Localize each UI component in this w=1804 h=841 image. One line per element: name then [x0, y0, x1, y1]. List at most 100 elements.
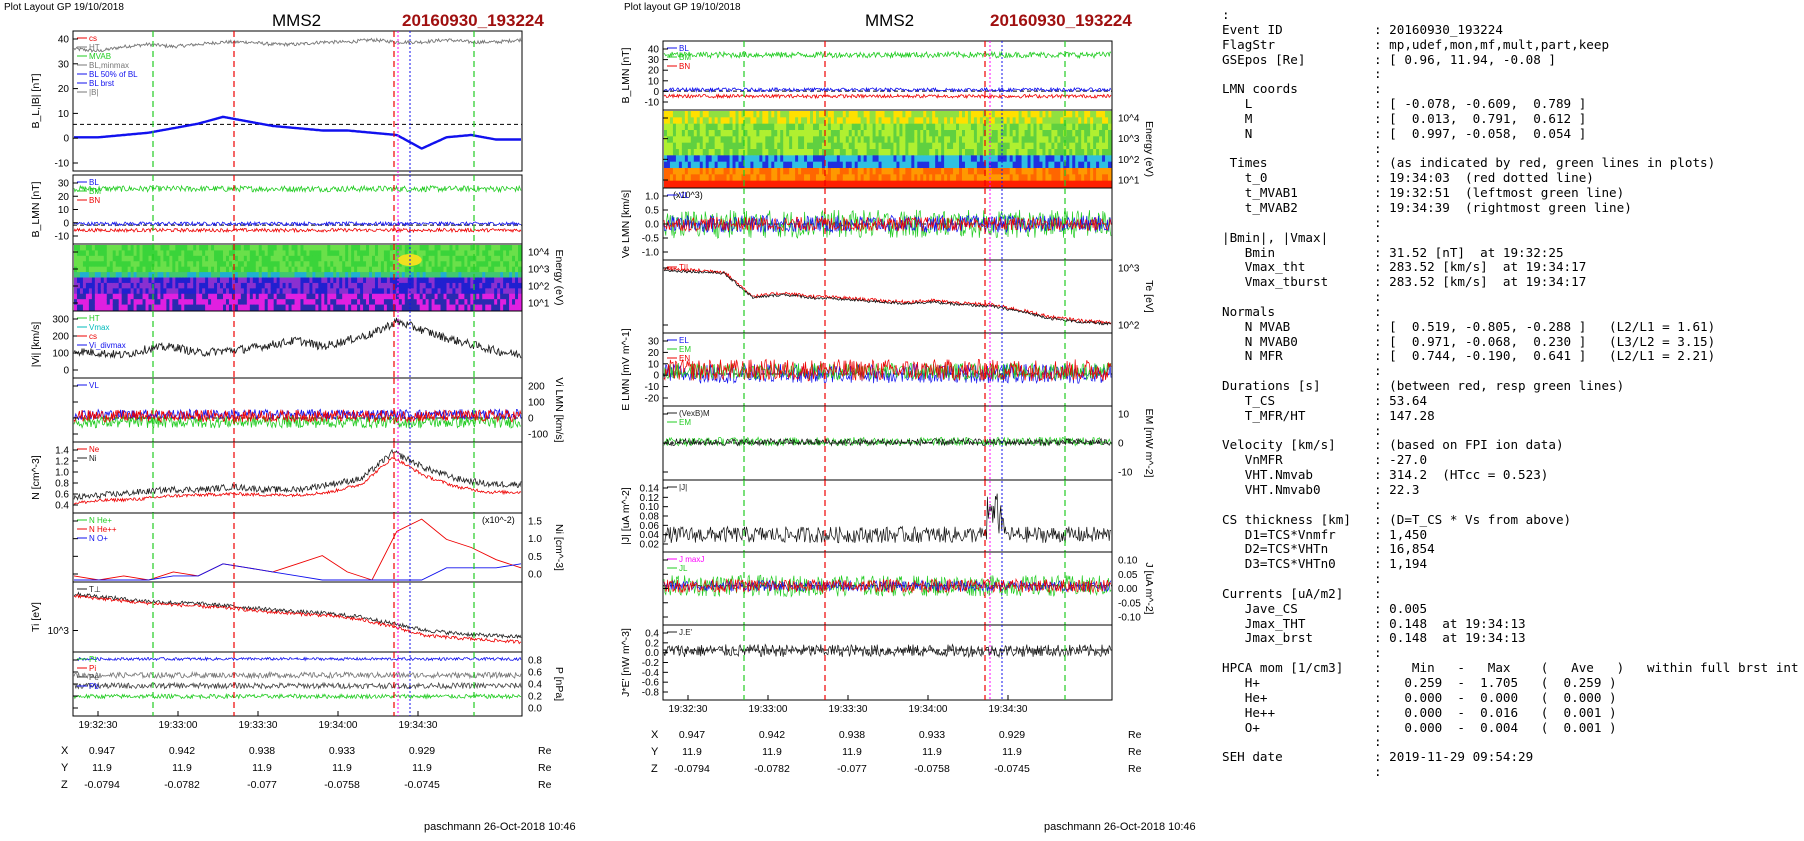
heatmap-cell: [422, 245, 427, 251]
heatmap-cell: [294, 261, 298, 268]
heatmap-cell: [172, 245, 176, 251]
summary-key: D3=TCS*VHTn0: [1222, 557, 1336, 572]
heatmap-cell: [1096, 111, 1100, 118]
heatmap-cell: [896, 142, 900, 150]
heatmap-cell: [944, 123, 948, 131]
heatmap-cell: [1012, 174, 1017, 182]
heatmap-cell: [720, 149, 725, 156]
ytick-label: 1.0: [528, 534, 542, 545]
heatmap-cell: [348, 293, 352, 300]
heatmap-cell: [735, 136, 739, 144]
summary-row: Jmax_THT: 0.148 at 19:34:13: [1222, 616, 1802, 632]
heatmap-cell: [991, 168, 996, 175]
heatmap-cell: [243, 266, 248, 273]
heatmap-cell: [821, 130, 826, 137]
heatmap-cell: [455, 272, 459, 278]
heatmap-cell: [160, 245, 164, 251]
heatmap-cell: [401, 293, 406, 300]
heatmap-cell: [747, 180, 751, 188]
heatmap-cell: [887, 123, 891, 131]
heatmap-cell: [455, 277, 459, 284]
ytick-label: 10: [58, 109, 70, 120]
heatmap-cell: [509, 304, 513, 311]
heatmap-cell: [461, 272, 465, 278]
heatmap-cell: [1087, 123, 1091, 131]
legend-entry: Pi: [89, 664, 96, 673]
heatmap-cell: [1030, 130, 1035, 137]
heatmap-cell: [896, 111, 900, 118]
heatmap-cell: [962, 142, 966, 150]
heatmap-cell: [947, 174, 951, 182]
heatmap-cell: [82, 261, 87, 268]
heatmap-cell: [717, 149, 722, 156]
heatmap-cell: [976, 111, 981, 118]
heatmap-cell: [857, 123, 862, 131]
heatmap-cell: [789, 123, 793, 131]
heatmap-cell: [437, 304, 442, 311]
heatmap-cell: [848, 168, 853, 175]
heatmap-cell: [1036, 142, 1040, 150]
heatmap-cell: [225, 255, 230, 262]
summary-value: : 20160930_193224: [1374, 21, 1503, 37]
heatmap-cell: [1030, 117, 1035, 125]
heatmap-cell: [181, 245, 185, 251]
heatmap-cell: [446, 245, 450, 251]
heatmap-cell: [890, 180, 894, 188]
heatmap-cell: [1069, 117, 1073, 125]
summary-row: D1=TCS*Vnmfr: 1,450: [1222, 527, 1802, 543]
heatmap-cell: [693, 142, 698, 150]
heatmap-cell: [419, 250, 424, 257]
heatmap-cell: [869, 111, 874, 118]
heatmap-cell: [765, 168, 769, 175]
summary-row: He+: 0.000 - 0.000 ( 0.000 ): [1222, 690, 1802, 706]
heatmap-cell: [136, 288, 141, 295]
heatmap-cell: [369, 255, 373, 262]
yaxis-label: Ni [cm^-3]: [553, 524, 565, 571]
heatmap-cell: [1060, 155, 1064, 163]
heatmap-cell: [738, 117, 742, 125]
heatmap-cell: [875, 149, 880, 156]
heatmap-cell: [1072, 174, 1076, 182]
heatmap-cell: [881, 117, 886, 125]
heatmap-cell: [491, 266, 495, 273]
heatmap-cell: [267, 250, 272, 257]
heatmap-cell: [914, 111, 918, 118]
heatmap-cell: [211, 288, 215, 295]
heatmap-cell: [172, 277, 176, 284]
heatmap-cell: [452, 288, 456, 295]
heatmap-cell: [833, 149, 838, 156]
heatmap-cell: [372, 293, 376, 300]
heatmap-cell: [94, 277, 99, 284]
heatmap-cell: [985, 180, 990, 188]
heatmap-cell: [491, 304, 495, 311]
heatmap-cell: [479, 282, 483, 289]
heatmap-cell: [774, 123, 778, 131]
heatmap-cell: [425, 245, 430, 251]
heatmap-cell: [366, 266, 370, 273]
heatmap-cell: [726, 136, 731, 144]
heatmap-cell: [139, 245, 144, 251]
heatmap-cell: [184, 255, 188, 262]
heatmap-cell: [142, 299, 147, 306]
heatmap-cell: [1015, 168, 1020, 175]
heatmap-cell: [824, 142, 829, 150]
heatmap-cell: [339, 299, 343, 306]
heatmap-cell: [1081, 180, 1085, 188]
heatmap-cell: [1102, 155, 1106, 163]
heatmap-cell: [720, 142, 725, 150]
heatmap-cell: [106, 293, 111, 300]
heatmap-cell: [807, 168, 811, 175]
heatmap-cell: [1051, 168, 1055, 175]
heatmap-cell: [333, 293, 337, 300]
heatmap-cell: [160, 304, 164, 311]
heatmap-cell: [735, 168, 739, 175]
heatmap-cell: [345, 250, 349, 257]
heatmap-cell: [747, 117, 751, 125]
heatmap-cell: [729, 155, 734, 163]
summary-value: : (between red, resp green lines): [1374, 378, 1625, 394]
heatmap-cell: [372, 304, 376, 311]
heatmap-cell: [139, 282, 144, 289]
ytick-label: -0.6: [642, 678, 660, 689]
heatmap-cell: [699, 136, 704, 144]
heatmap-cell: [217, 261, 221, 268]
